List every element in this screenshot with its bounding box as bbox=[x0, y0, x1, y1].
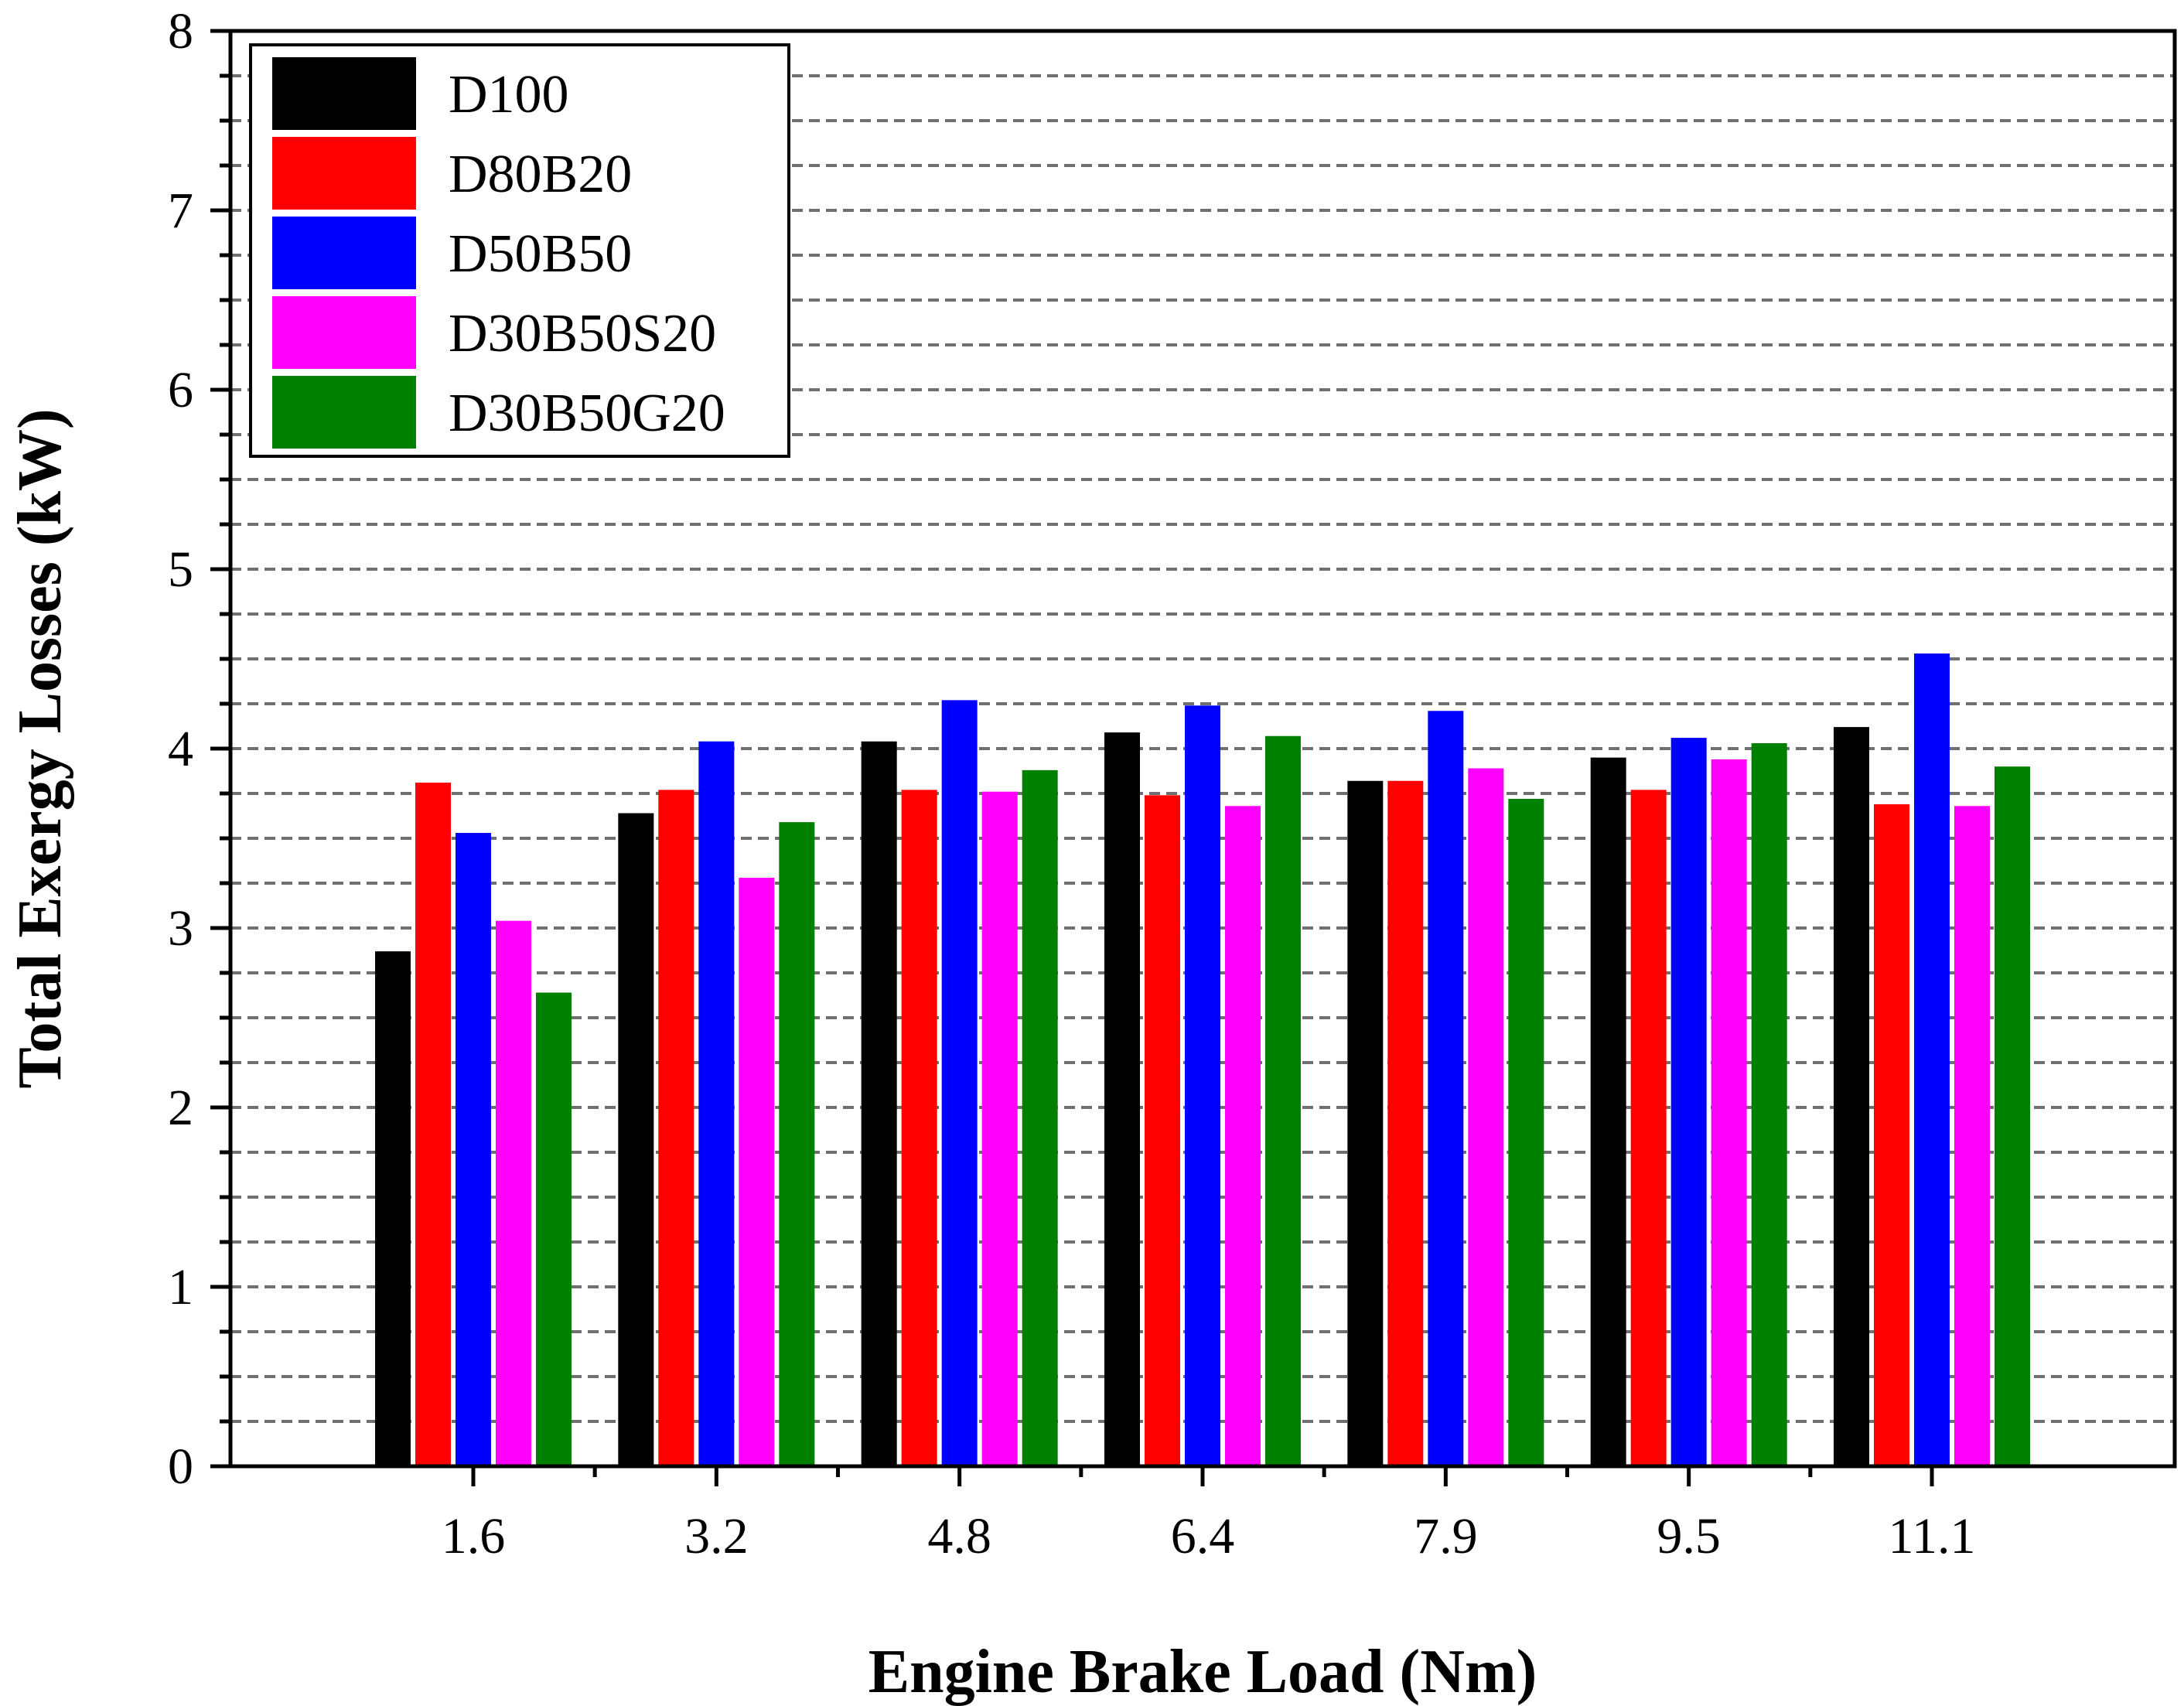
y-tick-label: 3 bbox=[168, 900, 193, 957]
bar-d80b20 bbox=[1145, 795, 1180, 1466]
bar-d100 bbox=[618, 813, 654, 1466]
y-axis-ticks: 0 1 2 3 4 5 6 7 8 bbox=[168, 3, 230, 1495]
x-tick-label: 4.8 bbox=[927, 1508, 991, 1564]
bar-d30b50g20 bbox=[1265, 735, 1301, 1466]
bar-d50b50 bbox=[698, 741, 735, 1466]
bar-d50b50 bbox=[941, 700, 978, 1466]
legend-label: D80B20 bbox=[449, 145, 632, 204]
y-tick-label: 4 bbox=[168, 721, 193, 777]
legend-swatch bbox=[272, 57, 416, 130]
legend-label: D30B50S20 bbox=[449, 304, 716, 363]
bar-d80b20 bbox=[1630, 790, 1667, 1466]
bar-d50b50 bbox=[1428, 711, 1464, 1466]
x-axis-ticks: 1.6 3.2 4.8 6.4 7.9 9.5 11.1 bbox=[442, 1466, 1976, 1564]
y-tick-label: 6 bbox=[168, 362, 193, 418]
y-tick-label: 5 bbox=[168, 541, 193, 598]
legend-swatch bbox=[272, 217, 416, 289]
legend-label: D100 bbox=[449, 65, 569, 125]
y-tick-label: 0 bbox=[168, 1438, 193, 1495]
bar-d100 bbox=[375, 951, 411, 1466]
legend-swatch bbox=[272, 376, 416, 449]
bar-d30b50s20 bbox=[739, 878, 775, 1466]
bar-d50b50 bbox=[1914, 653, 1950, 1466]
y-axis-title: Total Exergy Losses (kW) bbox=[6, 408, 74, 1088]
bar-d30b50s20 bbox=[1954, 806, 1990, 1466]
bar-d100 bbox=[1590, 757, 1626, 1466]
legend-label: D50B50 bbox=[449, 224, 632, 284]
y-tick-label: 2 bbox=[168, 1080, 193, 1136]
x-tick-label: 7.9 bbox=[1414, 1508, 1478, 1564]
bar-d80b20 bbox=[901, 790, 937, 1466]
bar-d50b50 bbox=[1185, 705, 1220, 1466]
bar-d100 bbox=[1347, 780, 1384, 1466]
bar-d100 bbox=[1104, 732, 1140, 1466]
x-axis-title: Engine Brake Load (Nm) bbox=[868, 1638, 1537, 1706]
legend: D100 D80B20 D50B50 D30B50S20 D30B50G20 bbox=[249, 43, 790, 458]
y-tick-label: 1 bbox=[168, 1259, 193, 1315]
bar-d30b50g20 bbox=[1995, 766, 2030, 1466]
bar-d30b50g20 bbox=[536, 992, 572, 1466]
bar-d30b50s20 bbox=[1225, 806, 1261, 1466]
bar-d80b20 bbox=[658, 790, 694, 1466]
bar-d50b50 bbox=[456, 833, 491, 1466]
bar-d80b20 bbox=[415, 783, 451, 1466]
legend-swatch bbox=[272, 296, 416, 369]
bar-d30b50s20 bbox=[981, 791, 1018, 1466]
x-tick-label: 1.6 bbox=[442, 1508, 506, 1564]
bar-d80b20 bbox=[1387, 780, 1424, 1466]
bar-d30b50g20 bbox=[1022, 769, 1058, 1466]
x-tick-label: 6.4 bbox=[1171, 1508, 1235, 1564]
bar-d30b50g20 bbox=[1751, 743, 1787, 1466]
bar-d30b50s20 bbox=[1468, 768, 1504, 1466]
bar-d100 bbox=[1834, 727, 1869, 1466]
bar-d50b50 bbox=[1670, 738, 1707, 1466]
legend-swatch bbox=[272, 137, 416, 210]
x-tick-label: 3.2 bbox=[684, 1508, 749, 1564]
x-tick-label: 9.5 bbox=[1657, 1508, 1721, 1564]
legend-label: D30B50G20 bbox=[449, 384, 725, 443]
bar-d100 bbox=[861, 741, 897, 1466]
bars bbox=[375, 653, 2030, 1466]
bar-d30b50g20 bbox=[779, 822, 815, 1466]
y-tick-label: 7 bbox=[168, 183, 193, 239]
bar-d30b50g20 bbox=[1508, 798, 1544, 1466]
bar-d30b50s20 bbox=[496, 920, 531, 1466]
bar-d30b50s20 bbox=[1711, 759, 1747, 1466]
bar-d80b20 bbox=[1874, 804, 1909, 1466]
y-tick-label: 8 bbox=[168, 3, 193, 60]
x-tick-label: 11.1 bbox=[1888, 1508, 1975, 1564]
